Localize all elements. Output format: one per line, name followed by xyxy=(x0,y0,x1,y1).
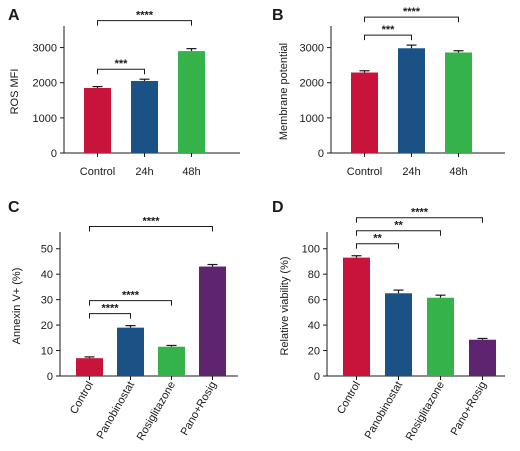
y-tick-label: 0 xyxy=(51,148,57,160)
significance-label: ** xyxy=(373,233,382,245)
x-tick-label: Control xyxy=(347,166,382,178)
bar-48h xyxy=(178,51,205,154)
significance-label: **** xyxy=(122,290,140,302)
significance-label: ** xyxy=(394,220,403,232)
y-tick-label: 0 xyxy=(47,371,53,383)
bar-control xyxy=(351,72,378,153)
x-tick-label: Pano+Rosig xyxy=(179,380,220,438)
y-tick-label: 40 xyxy=(308,320,320,332)
y-tick-label: 60 xyxy=(308,295,320,307)
y-tick-label: 3000 xyxy=(300,43,324,55)
y-tick-label: 0 xyxy=(318,148,324,160)
y-axis-label: ROS MFI xyxy=(9,69,21,115)
significance-bracket xyxy=(356,230,441,236)
x-tick-label: Rosiglitazone xyxy=(404,380,447,443)
bar-24h xyxy=(398,48,425,153)
significance-label: *** xyxy=(382,24,396,36)
significance-label: **** xyxy=(411,207,429,219)
x-tick-label: Pano+Rosig xyxy=(449,380,490,438)
y-tick-label: 100 xyxy=(302,244,320,256)
x-tick-label: Control xyxy=(335,380,363,417)
y-tick-label: 3000 xyxy=(33,43,57,55)
y-tick-label: 2000 xyxy=(33,78,57,90)
panel-c: C 0 10 20 30 40 50 Annexin V+ (%) ControlPanobin… xyxy=(8,199,238,443)
significance-bracket xyxy=(356,217,483,223)
panel-b: B 0 1000 2000 3000 Membrane potential Control 2… xyxy=(272,6,505,178)
y-axis-label: Relative viability (%) xyxy=(279,256,291,355)
y-tick-label: 10 xyxy=(41,346,53,358)
bar-48h xyxy=(445,52,472,154)
y-tick-label: 80 xyxy=(308,269,320,281)
panel-letter: C xyxy=(8,199,20,216)
panel-d: D 0 20 40 60 80 100 Relative viability (%) Contr… xyxy=(272,199,505,443)
significance-label: **** xyxy=(142,216,160,228)
panel-letter: B xyxy=(272,7,284,24)
bar-pano-rosig xyxy=(199,266,226,376)
significance-bracket xyxy=(97,20,192,26)
x-tick-label: 48h xyxy=(449,166,467,178)
y-tick-label: 1000 xyxy=(33,113,57,125)
y-tick-label: 30 xyxy=(41,295,53,307)
bar-rosiglitazone xyxy=(158,346,185,376)
significance-bracket xyxy=(364,16,459,23)
bar-control xyxy=(84,87,111,153)
significance-bracket xyxy=(89,226,213,232)
bar-pano-rosig xyxy=(469,339,496,376)
bar-rosiglitazone xyxy=(427,297,454,376)
significance-bracket xyxy=(89,313,131,319)
significance-label: **** xyxy=(136,10,154,22)
significance-bracket xyxy=(97,68,145,75)
x-tick-label: Panobinostat xyxy=(363,380,406,442)
x-tick-label: Control xyxy=(80,166,115,178)
significance-bracket xyxy=(89,300,172,306)
y-tick-label: 20 xyxy=(41,320,53,332)
significance-bracket xyxy=(364,34,412,41)
y-tick-label: 50 xyxy=(41,244,53,256)
significance-label: **** xyxy=(403,6,421,18)
y-tick-label: 20 xyxy=(308,346,320,358)
x-tick-label: Control xyxy=(68,380,96,417)
y-axis-label: Annexin V+ (%) xyxy=(11,268,23,345)
x-tick-label: 24h xyxy=(135,166,153,178)
significance-bracket xyxy=(356,243,399,249)
bar-panobinostat xyxy=(385,293,412,376)
x-tick-label: 24h xyxy=(402,166,420,178)
x-tick-label: Rosiglitazone xyxy=(135,380,178,443)
bar-control xyxy=(76,358,103,376)
y-axis-label: Membrane potential xyxy=(278,43,290,140)
x-tick-label: Panobinostat xyxy=(95,380,138,442)
bar-24h xyxy=(131,80,158,153)
y-tick-label: 40 xyxy=(41,269,53,281)
y-tick-label: 1000 xyxy=(300,113,324,125)
significance-label: *** xyxy=(115,58,129,70)
panel-letter: D xyxy=(272,199,284,216)
bar-panobinostat xyxy=(117,327,144,376)
significance-label: **** xyxy=(101,303,119,315)
y-tick-label: 0 xyxy=(314,371,320,383)
x-tick-label: 48h xyxy=(182,166,200,178)
y-tick-label: 2000 xyxy=(300,78,324,90)
bar-control xyxy=(343,257,370,376)
panel-letter: A xyxy=(8,7,20,24)
